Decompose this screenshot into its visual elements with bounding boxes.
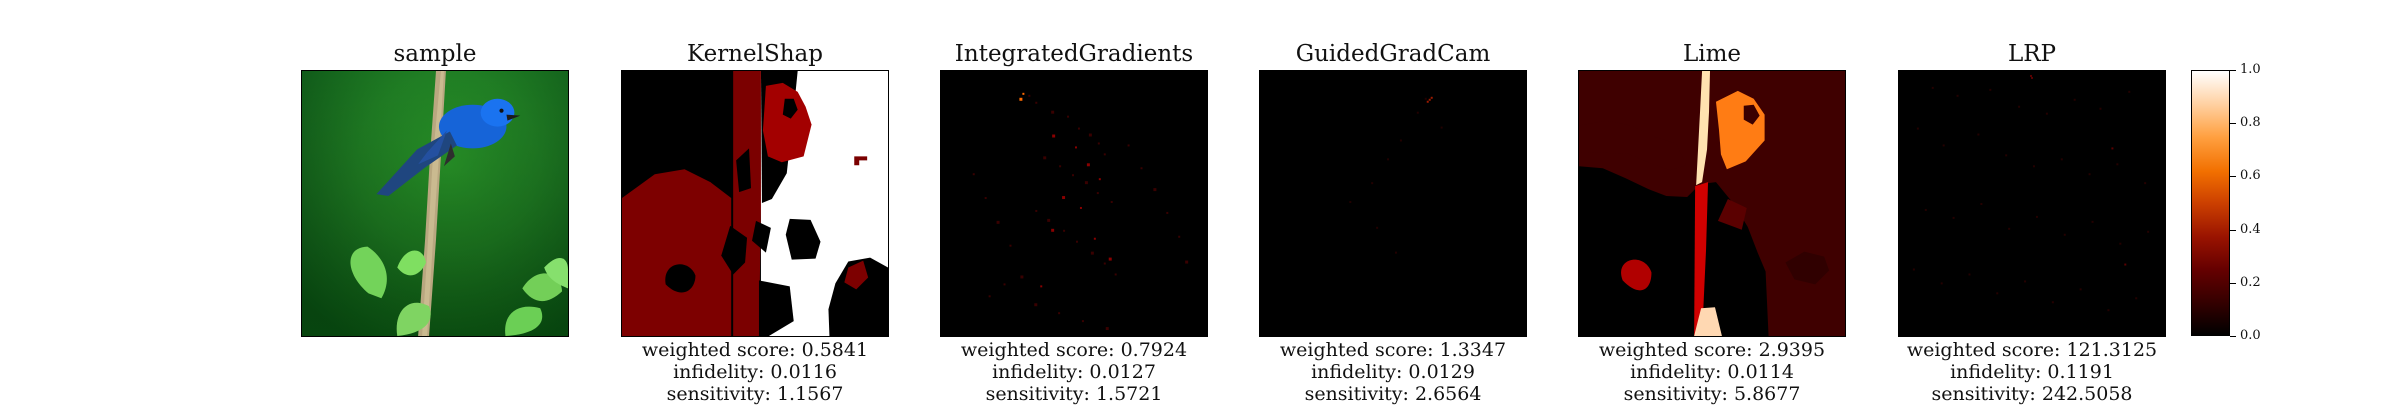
metrics: weighted score: 121.3125 infidelity: 0.1… [1858,339,2206,405]
infidelity: infidelity: 0.0127 [992,361,1156,383]
panel-title: GuidedGradCam [1295,41,1491,67]
metrics: weighted score: 2.9395 infidelity: 0.011… [1538,339,1886,405]
colorbar-tick-label: 0.4 [2240,221,2261,237]
colorbar-tick-label: 0.0 [2240,328,2261,343]
weighted-score: weighted score: 121.3125 [1906,339,2158,361]
lime-map [1579,71,1845,336]
sensitivity: sensitivity: 1.5721 [985,383,1163,405]
panel-title: IntegratedGradients [954,41,1194,67]
kernelshap-heatmap [621,70,889,337]
colorbar-tick-label: 0.2 [2240,274,2261,290]
sensitivity: sensitivity: 242.5058 [1931,383,2133,405]
weighted-score: weighted score: 2.9395 [1598,339,1826,361]
guidedgradcam-heatmap [1259,70,1527,337]
sensitivity: sensitivity: 1.1567 [666,383,844,405]
panel-title: KernelShap [687,41,823,67]
kernelshap-map [622,71,888,336]
sensitivity: sensitivity: 5.8677 [1623,383,1801,405]
panel-title: LRP [2007,41,2057,67]
sensitivity: sensitivity: 2.6564 [1304,383,1482,405]
colorbar-gradient [2191,70,2230,336]
lrp-heatmap [1898,70,2166,337]
infidelity: infidelity: 0.1191 [1950,361,2114,383]
sample-photo [302,71,568,336]
integratedgradients-heatmap [940,70,1208,337]
guidedgradcam-map [1260,71,1526,336]
panel-title: Lime [1682,41,1742,67]
metrics: weighted score: 1.3347 infidelity: 0.012… [1219,339,1567,405]
infidelity: infidelity: 0.0129 [1311,361,1475,383]
weighted-score: weighted score: 0.5841 [641,339,869,361]
metrics: weighted score: 0.5841 infidelity: 0.011… [581,339,929,405]
colorbar-tick-label: 1.0 [2240,62,2261,77]
integratedgradients-map [941,71,1207,336]
lrp-map [1899,71,2165,336]
colorbar-tick-label: 0.8 [2240,115,2261,131]
colorbar: 0.0 0.2 0.4 0.6 0.8 1.0 [2191,62,2271,343]
infidelity: infidelity: 0.0114 [1630,361,1794,383]
lime-heatmap [1578,70,1846,337]
panel-title: sample [393,41,477,67]
infidelity: infidelity: 0.0116 [673,361,837,383]
sample-image [301,70,569,337]
weighted-score: weighted score: 1.3347 [1279,339,1507,361]
metrics: weighted score: 0.7924 infidelity: 0.012… [900,339,1248,405]
colorbar-tick-label: 0.6 [2240,168,2261,184]
weighted-score: weighted score: 0.7924 [960,339,1188,361]
